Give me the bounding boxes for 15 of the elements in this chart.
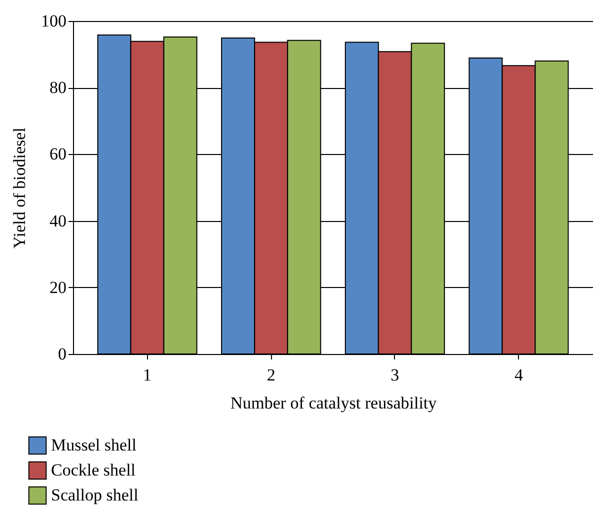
x-tick-label: 1	[143, 366, 152, 384]
y-tick-label: 0	[58, 344, 66, 364]
y-tick-label: 20	[50, 278, 66, 297]
x-tick-label: 4	[514, 366, 524, 384]
y-tick-label: 100	[41, 12, 66, 30]
y-tick-label: 60	[50, 144, 66, 164]
x-tick-label: 2	[266, 366, 276, 384]
legend-label: Mussel shell	[51, 436, 137, 454]
y-tick-label: 80	[50, 78, 66, 98]
x-axis-title: Number of catalyst reusability	[230, 394, 438, 412]
y-tick-label: 40	[50, 211, 66, 230]
x-tick-label: 3	[390, 366, 400, 384]
legend-label: Scallop shell	[51, 486, 139, 504]
legend-label: Cockle shell	[51, 460, 136, 480]
y-axis-title: Yield of biodiesel	[10, 127, 29, 248]
